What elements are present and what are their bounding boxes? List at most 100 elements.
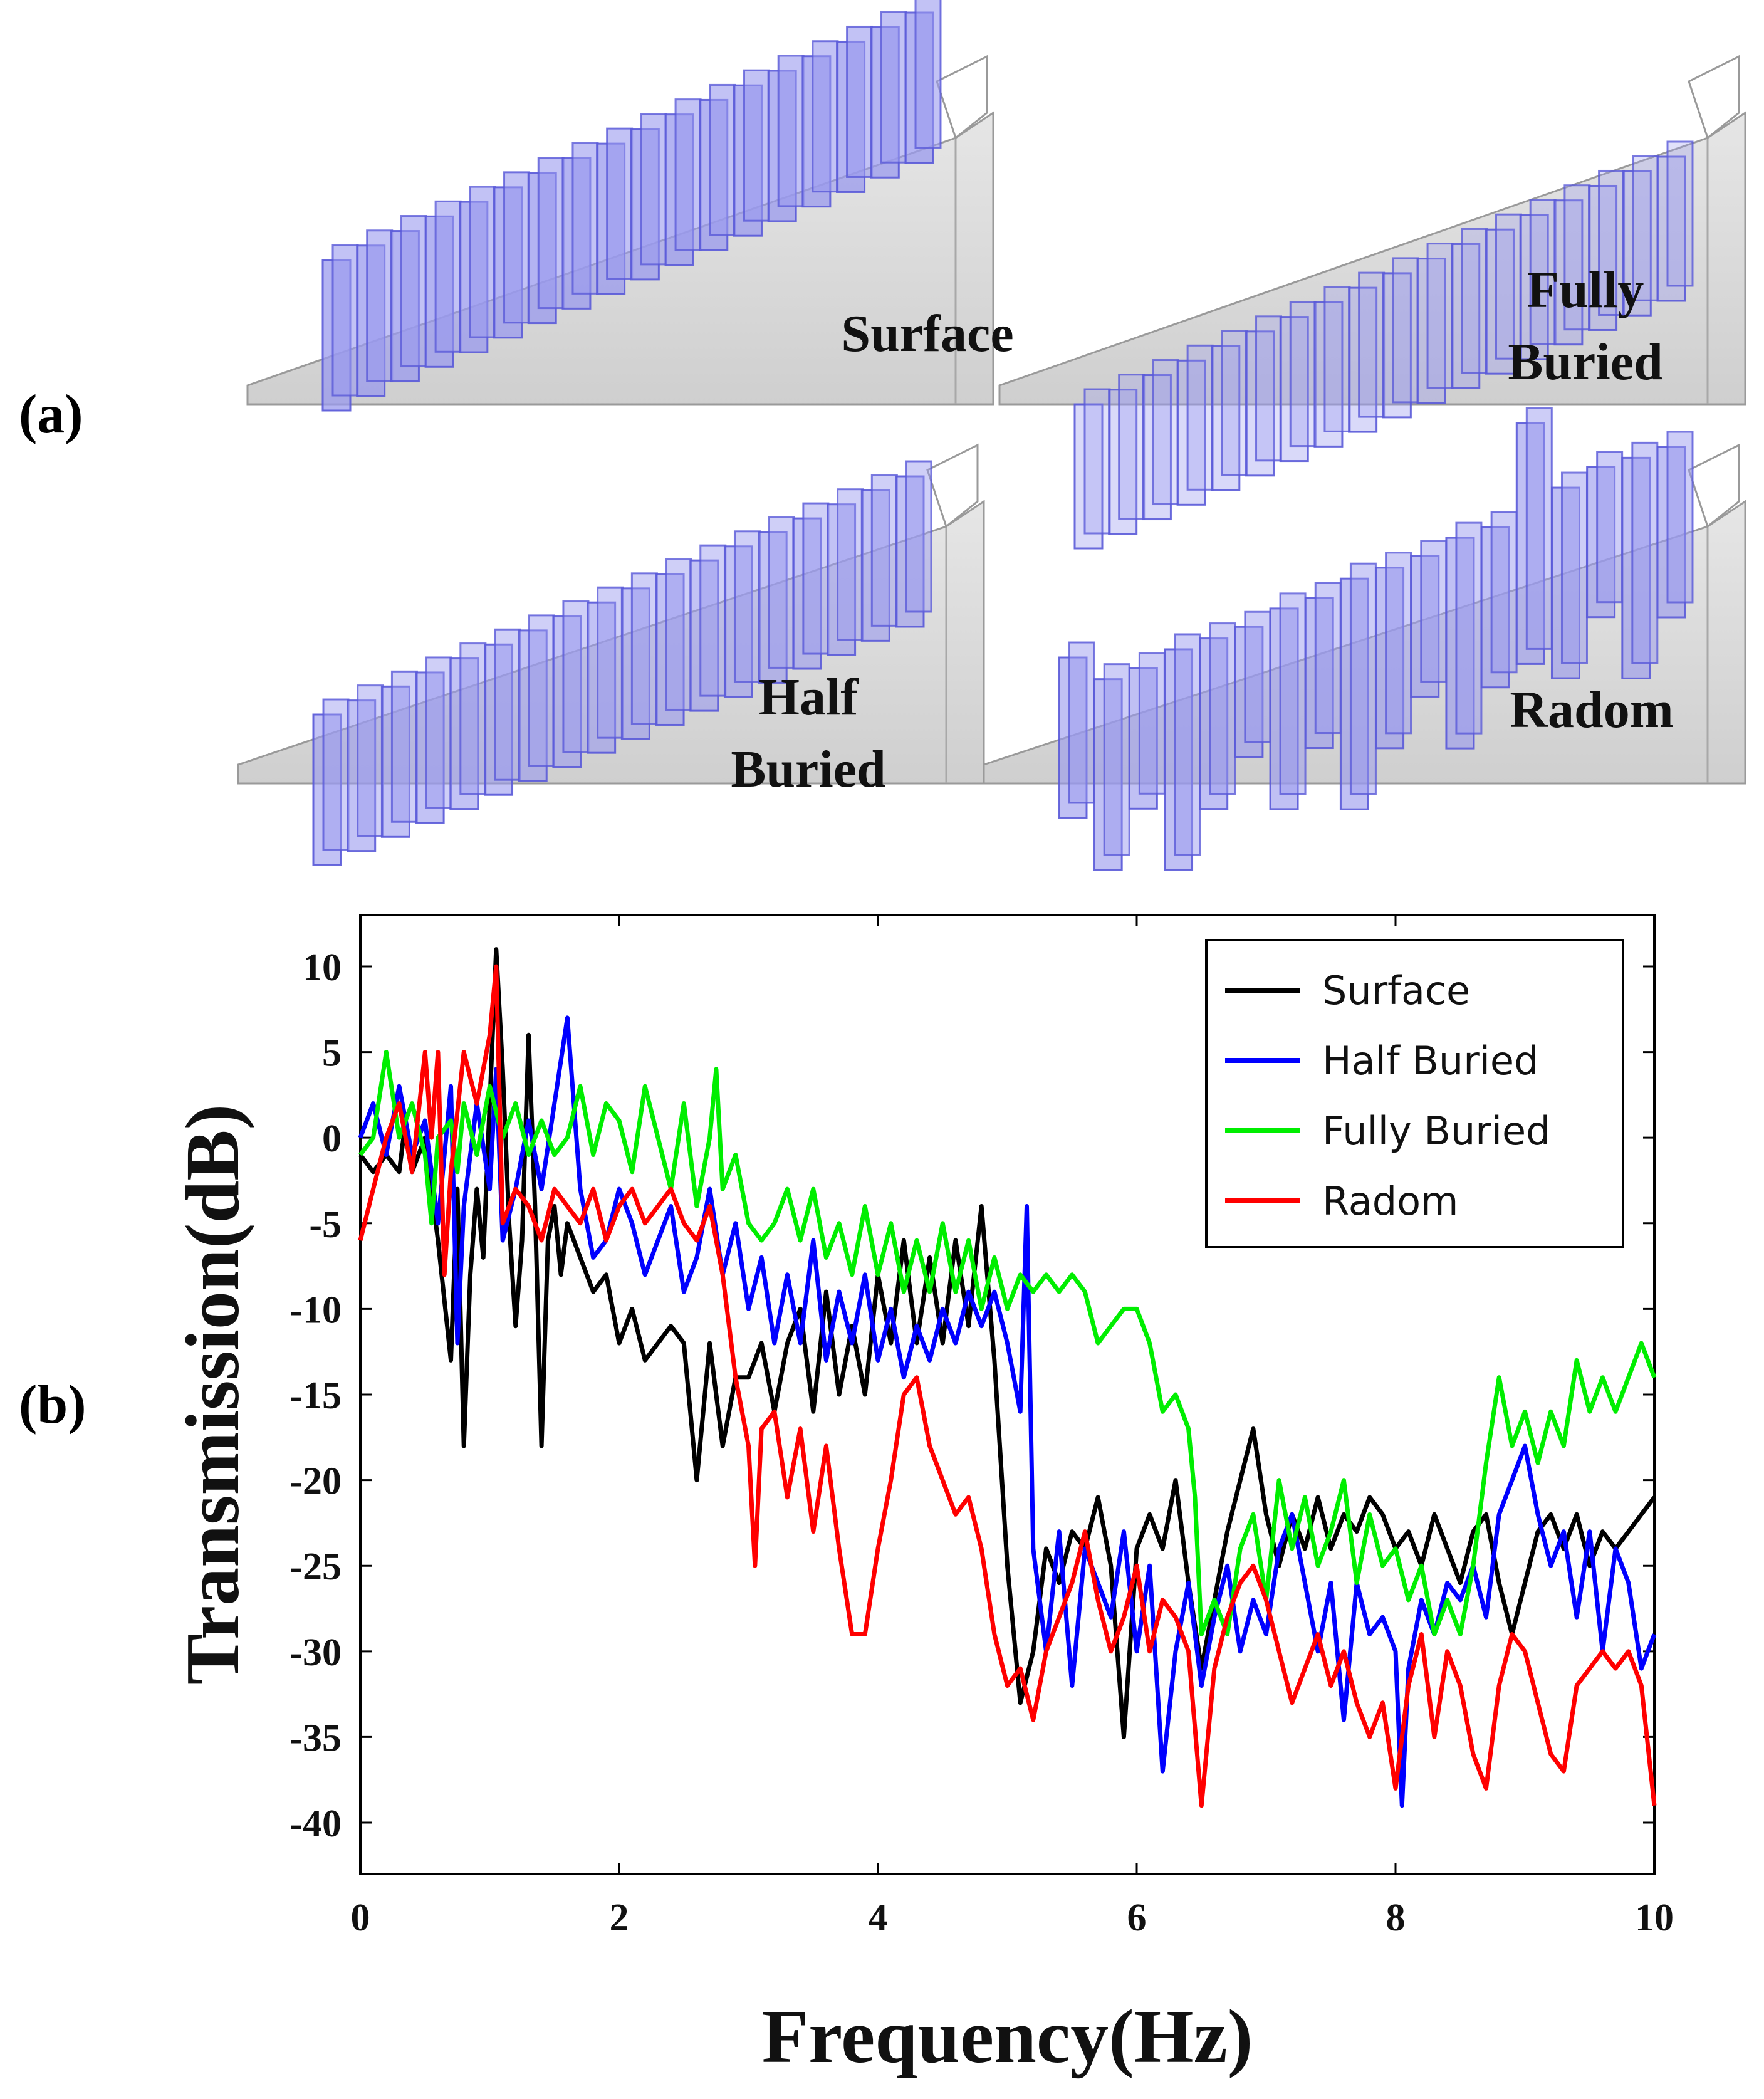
resonator-column (1142, 374, 1172, 521)
legend-label: Surface (1322, 968, 1470, 1013)
resonator-column (1108, 389, 1138, 535)
render-panel-random: Radom (983, 407, 1746, 871)
resonator-column-back (597, 586, 624, 739)
x-tick-label: 6 (1127, 1897, 1147, 1939)
resonator-column (518, 629, 548, 782)
resonator-column-back (640, 113, 667, 266)
resonator-column-back (1103, 663, 1130, 856)
resonator-column-back (469, 186, 496, 338)
resonator-column-back (709, 83, 736, 236)
resonator-column-back (1596, 451, 1624, 604)
resonator-column-back (1560, 471, 1588, 664)
panel-a-label: (a) (19, 384, 83, 445)
resonator-column-back (768, 516, 795, 669)
x-axis-title: Frequency(Hz) (762, 1994, 1253, 2079)
y-tick-label: 10 (303, 946, 342, 989)
resonator-column (792, 517, 822, 670)
resonator-column-back (390, 670, 418, 823)
resonator-column (1058, 656, 1088, 819)
resonator-column (1622, 170, 1652, 317)
series-layer (358, 947, 1657, 1808)
resonator-column (620, 587, 650, 740)
resonator-column-back (1490, 511, 1518, 674)
resonator-column (1656, 155, 1686, 302)
legend: Surface Half Buried Fully Buried Radom (1205, 939, 1624, 1248)
panel-b-label: (b) (19, 1374, 86, 1435)
resonator-column-back (812, 40, 839, 193)
resonator-column-back (777, 55, 805, 207)
resonator-column (1211, 345, 1241, 491)
y-tick-label: -5 (309, 1203, 342, 1246)
render-panel-fully: Fully Buried (998, 55, 1746, 550)
transmission-chart: 0 2 4 6 8 10 10 5 0 -5 -10 -15 -20 -25 -30 -35 -40 Frequ… (170, 914, 1674, 2079)
resonator-column-back (1279, 592, 1307, 795)
resonator-column-back (1323, 286, 1351, 432)
resonator-column-back (665, 558, 692, 711)
render-label-surface: Surface (841, 305, 1013, 363)
x-tick-label: 4 (869, 1897, 888, 1939)
resonator-column-back (1209, 622, 1236, 795)
series-line-radom (358, 964, 1657, 1808)
resonator-column (1245, 330, 1275, 477)
render-panel-surface: Surface (246, 0, 1014, 412)
resonator-column (1128, 667, 1158, 810)
resonator-column-back (606, 127, 634, 280)
resonator-column (1269, 607, 1299, 810)
resonator-column-back (1392, 257, 1419, 404)
resonator-column-back (1138, 652, 1166, 795)
resonator-column (1451, 243, 1481, 389)
substrate-slab (998, 111, 1746, 406)
resonator-column-back (914, 0, 942, 149)
resonator-column-back (562, 600, 590, 753)
resonator-column (1093, 678, 1123, 871)
resonator-column-back (366, 229, 394, 382)
resonator-column (1382, 272, 1412, 419)
series-line-surface (358, 947, 1656, 1739)
resonator-column (1339, 577, 1369, 810)
resonator-column (1199, 637, 1229, 810)
resonator-column-back (1221, 330, 1248, 476)
x-tick-label: 8 (1386, 1897, 1406, 1939)
resonator-column-back (1244, 610, 1271, 743)
structure-renders: Surface Fully Buried Half Buried Radom (237, 0, 1746, 871)
x-tick-label: 0 (351, 1897, 370, 1939)
y-tick-label: 0 (322, 1118, 342, 1160)
resonator-column (723, 545, 753, 698)
resonator-column-back (1358, 271, 1386, 418)
resonator-column (1304, 597, 1334, 750)
render-label-half: Half (759, 668, 859, 726)
resonator-column-back (1563, 184, 1591, 331)
x-tick-label: 10 (1635, 1897, 1674, 1939)
resonator-column-back (1255, 315, 1283, 462)
slab-end-box (1688, 55, 1740, 140)
resonator-column (380, 685, 410, 838)
resonator-column (1515, 422, 1545, 665)
resonator-column (689, 559, 719, 712)
y-tick-label: -10 (290, 1289, 342, 1331)
resonator-column (758, 531, 788, 684)
resonator-column (1485, 228, 1515, 375)
legend-label: Radom (1322, 1178, 1458, 1224)
resonator-column-back (1525, 407, 1553, 650)
tick-labels: 0 2 4 6 8 10 10 5 0 -5 -10 -15 -20 -25 -30 -35 -40 (290, 946, 1674, 1939)
resonator-column-back (1289, 301, 1317, 448)
axis-ticks (359, 915, 1656, 1874)
resonator-column-back (1461, 228, 1488, 374)
resonator-column-back (1083, 388, 1111, 535)
resonator-column (449, 657, 479, 810)
resonator-column-back (425, 656, 452, 809)
resonator-column (1445, 537, 1475, 750)
legend-label: Fully Buried (1322, 1108, 1550, 1154)
resonator-column-back (1529, 199, 1557, 345)
resonator-column-back (733, 530, 761, 683)
resonator-column-back (802, 502, 830, 655)
render-label-fully: Buried (1508, 333, 1662, 391)
resonator-column (1176, 359, 1206, 506)
resonator-column (860, 489, 890, 642)
resonator-column (1073, 403, 1104, 550)
resonator-column-back (1631, 441, 1659, 664)
resonator-column-back (571, 142, 599, 295)
resonator-column (1621, 456, 1651, 679)
render-label-half: Buried (731, 740, 885, 798)
